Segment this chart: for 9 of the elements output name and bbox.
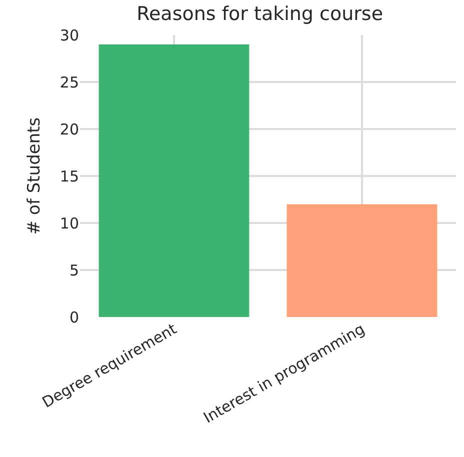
y-tick-label: 20	[60, 120, 79, 138]
chart-title: Reasons for taking course	[136, 3, 384, 26]
y-axis-title: # of Students	[24, 117, 44, 235]
y-tick-label: 30	[60, 26, 79, 44]
y-tick-label: 25	[60, 73, 79, 92]
y-tick-label: 0	[69, 308, 79, 326]
y-tick-label: 10	[60, 214, 79, 232]
y-tick-label: 5	[69, 261, 79, 280]
y-tick-label: 15	[60, 167, 79, 186]
